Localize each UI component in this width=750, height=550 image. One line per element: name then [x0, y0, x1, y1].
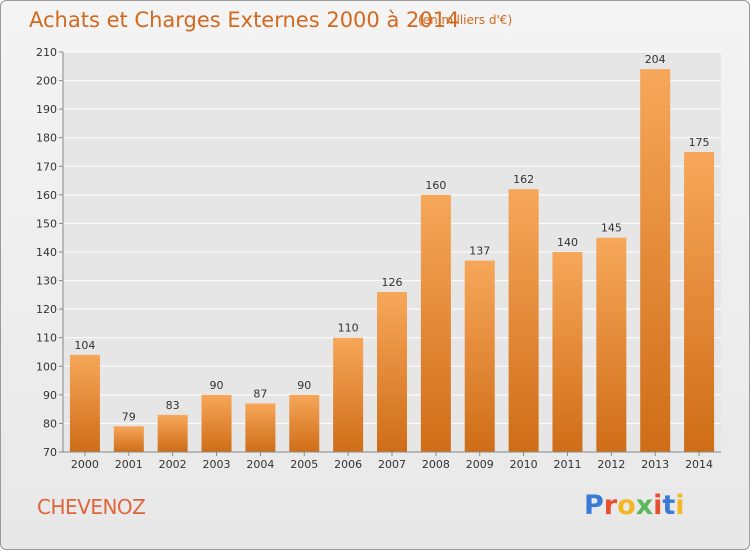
x-tick-label: 2003: [203, 458, 231, 471]
data-label: 104: [74, 339, 95, 352]
bar-2008: [420, 194, 451, 452]
bars: 104 79 83 90 87 90 110 126 160 137 162 140 145 204 175: [69, 53, 715, 453]
x-tick-label: 2007: [378, 458, 406, 471]
x-tick-label: 2001: [115, 458, 143, 471]
y-tick-label: 190: [36, 103, 57, 116]
bar-2014: [684, 152, 715, 452]
y-tick-label: 120: [36, 303, 57, 316]
logo-letter: i: [653, 490, 663, 521]
y-tick-label: 90: [43, 389, 57, 402]
data-label: 145: [601, 222, 622, 235]
data-label: 140: [557, 236, 578, 249]
x-tick-label: 2000: [71, 458, 99, 471]
bar-2001: [113, 426, 144, 452]
data-label: 137: [469, 245, 490, 258]
chart-title: Achats et Charges Externes 2000 à 2014: [29, 8, 460, 32]
bar-2013: [640, 69, 671, 453]
y-tick-label: 180: [36, 132, 57, 145]
logo-letter: o: [617, 490, 636, 521]
x-tick-label: 2005: [290, 458, 318, 471]
data-label: 87: [253, 387, 267, 400]
bar-2003: [201, 394, 232, 452]
logo-letter: x: [635, 490, 654, 521]
y-tick-label: 210: [36, 46, 57, 59]
logo-letter: r: [603, 490, 618, 521]
y-tick-label: 170: [36, 160, 57, 173]
bar-2006: [333, 337, 364, 452]
data-label: 90: [210, 379, 224, 392]
data-label: 162: [513, 173, 534, 186]
y-tick-label: 140: [36, 246, 57, 259]
y-tick-label: 160: [36, 189, 57, 202]
bar-2007: [377, 292, 407, 452]
y-tick-label: 130: [36, 275, 57, 288]
bar-2010: [508, 189, 539, 452]
y-tick-label: 150: [36, 217, 57, 230]
proxiti-logo: Proxiti: [584, 490, 685, 521]
bar-2004: [245, 403, 276, 452]
data-label: 126: [382, 276, 403, 289]
bar-2009: [464, 260, 495, 452]
chart-subtitle: (en milliers d'€): [418, 13, 513, 27]
logo-letter: i: [675, 490, 685, 521]
bar-2011: [552, 252, 583, 452]
x-tick-label: 2011: [553, 458, 581, 471]
logo-letter: P: [584, 490, 604, 521]
data-label: 204: [645, 53, 666, 66]
bar-2005: [289, 394, 320, 452]
x-tick-label: 2012: [597, 458, 625, 471]
x-tick-label: 2013: [641, 458, 669, 471]
y-tick-label: 200: [36, 75, 57, 88]
axes: 7080901001101201301401501601701801902002…: [36, 46, 721, 471]
y-tick-label: 110: [36, 332, 57, 345]
bar-2000: [69, 354, 100, 452]
x-tick-label: 2010: [510, 458, 538, 471]
x-tick-label: 2004: [246, 458, 274, 471]
x-tick-label: 2009: [466, 458, 494, 471]
x-tick-label: 2002: [159, 458, 187, 471]
bar-2002: [157, 414, 188, 452]
data-label: 90: [297, 379, 311, 392]
y-tick-label: 100: [36, 360, 57, 373]
data-label: 175: [689, 136, 710, 149]
y-tick-label: 70: [43, 446, 57, 459]
data-label: 110: [338, 322, 359, 335]
x-tick-label: 2006: [334, 458, 362, 471]
data-label: 79: [122, 410, 136, 423]
data-label: 160: [425, 179, 446, 192]
x-tick-label: 2014: [685, 458, 713, 471]
bar-2012: [596, 237, 627, 452]
x-tick-label: 2008: [422, 458, 450, 471]
y-tick-label: 80: [43, 417, 57, 430]
commune-name: CHEVENOZ: [37, 495, 146, 519]
data-label: 83: [166, 399, 180, 412]
logo-letter: t: [662, 490, 676, 521]
